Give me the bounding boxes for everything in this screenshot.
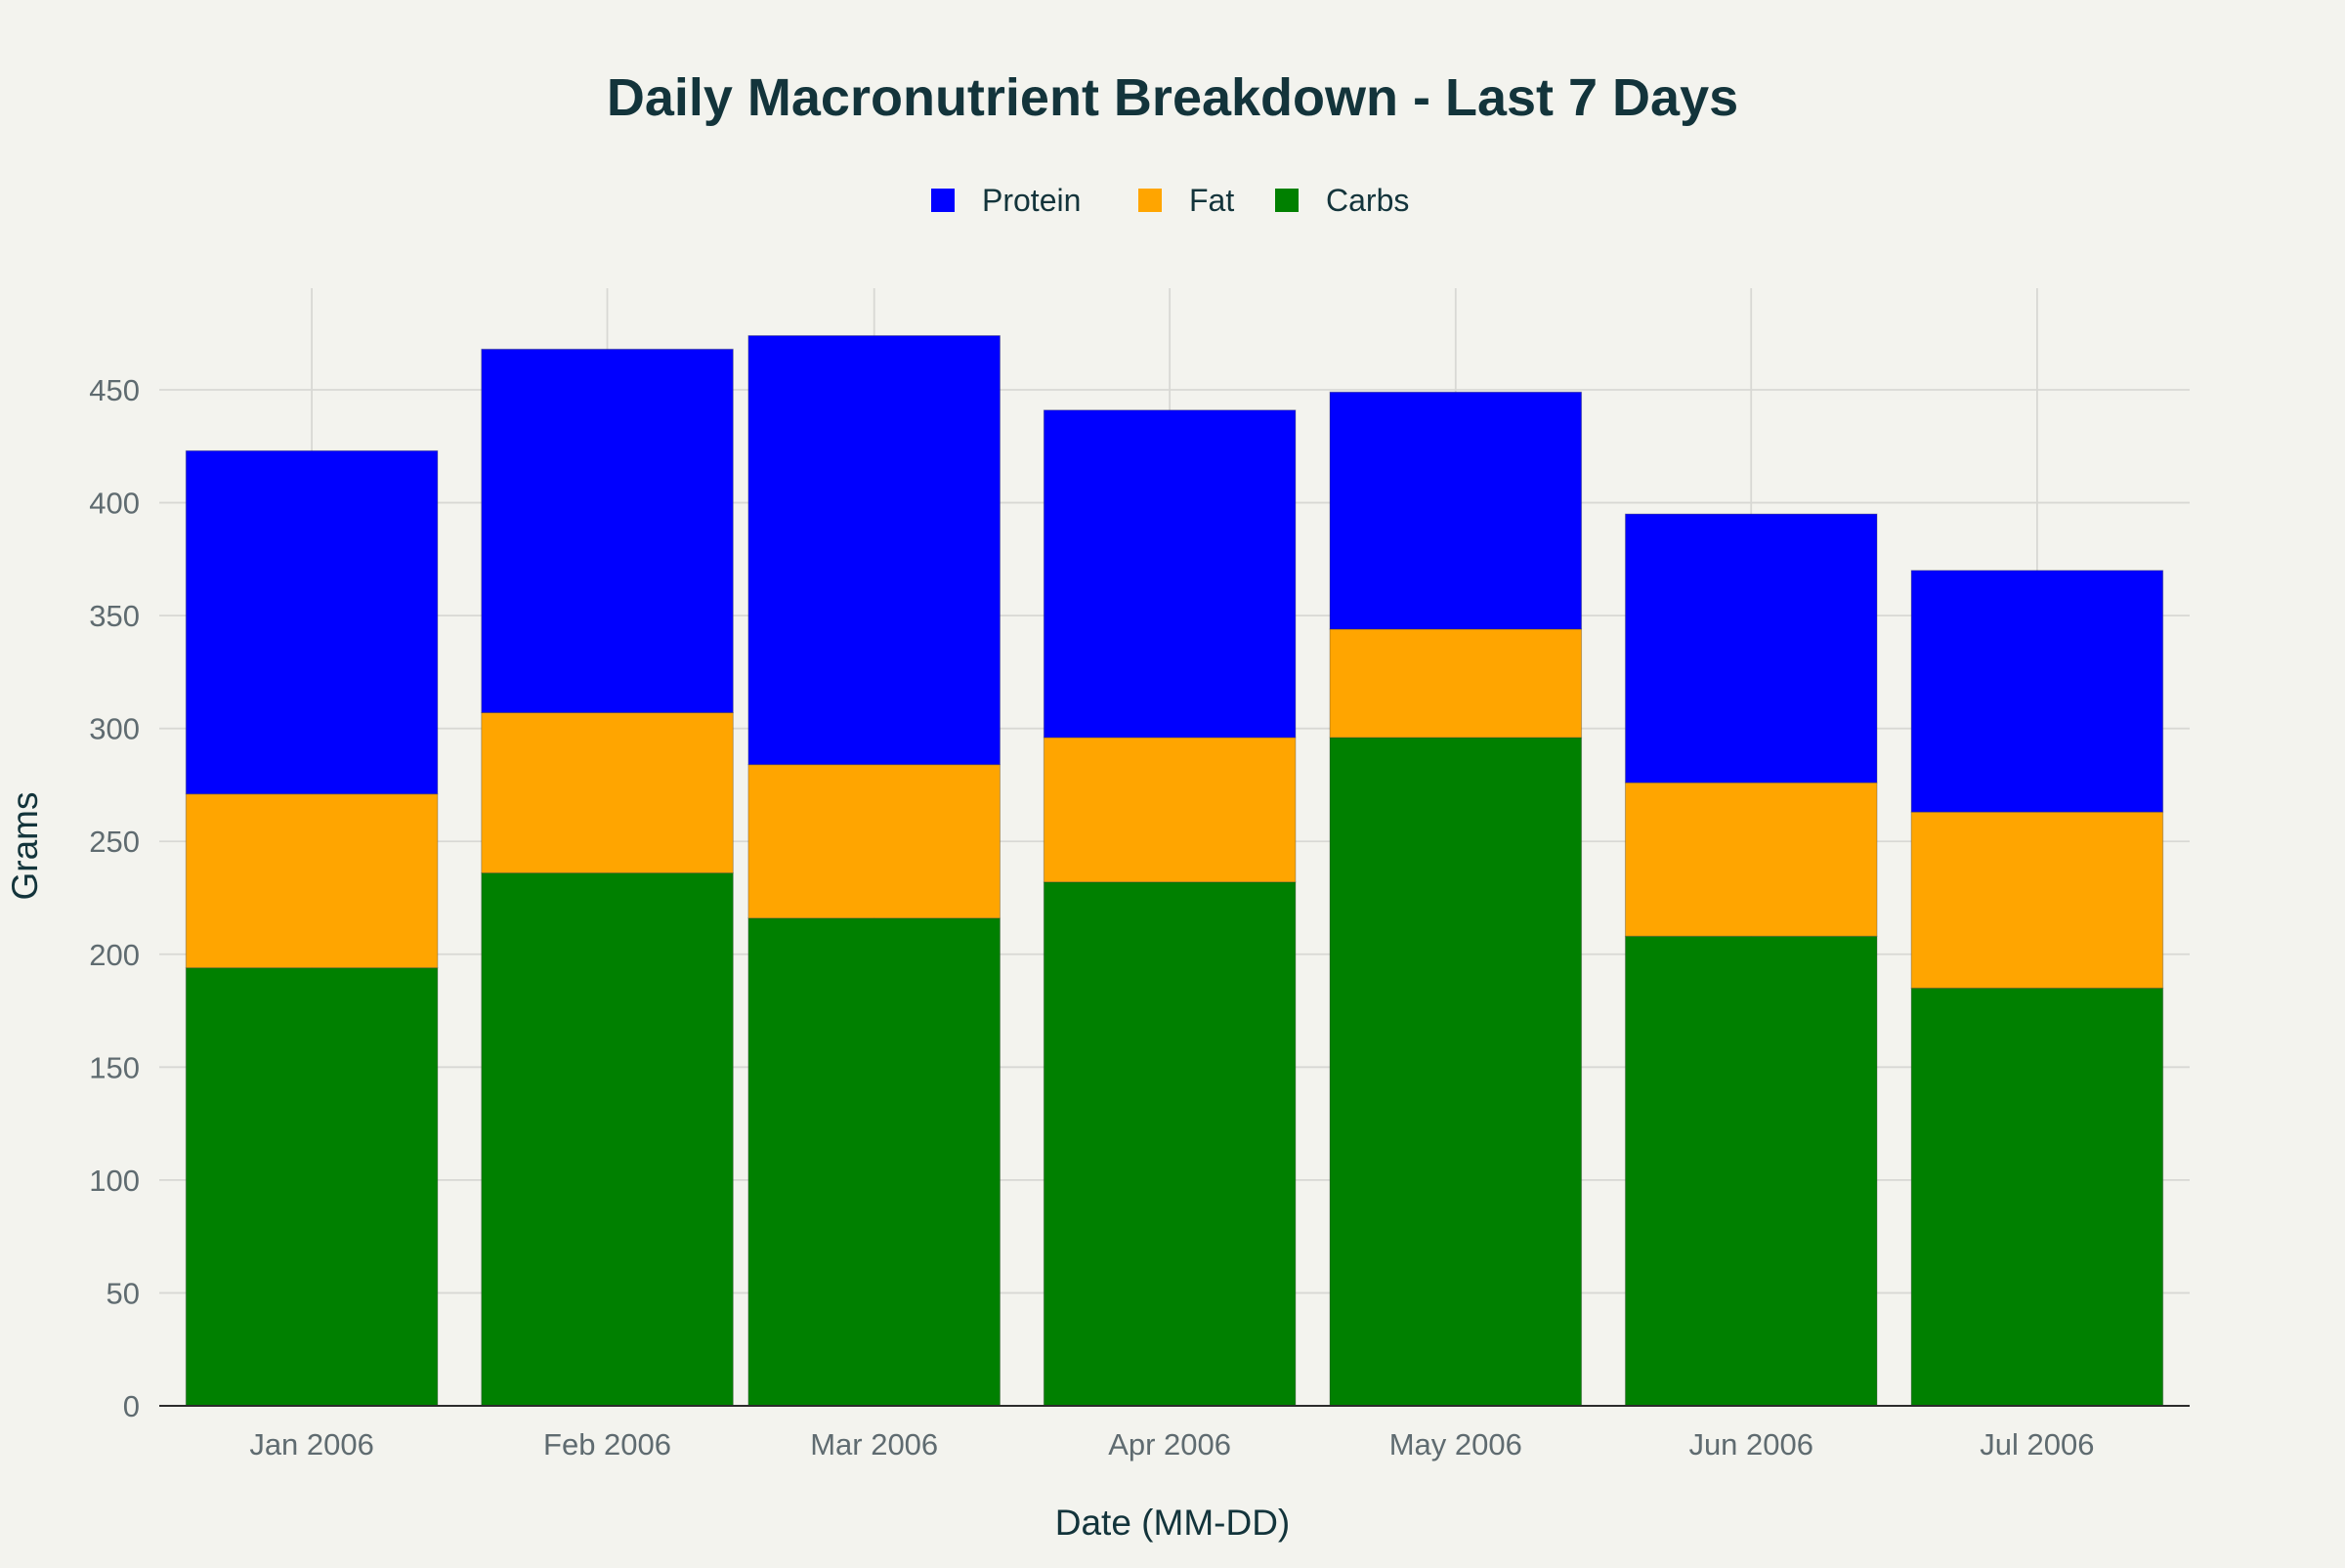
bar-fat-2 xyxy=(481,711,734,874)
legend-swatch-fat xyxy=(1138,189,1162,212)
chart-title: Daily Macronutrient Breakdown - Last 7 D… xyxy=(607,68,1738,127)
y-tick-label: 300 xyxy=(89,712,140,746)
bar-carbs-6 xyxy=(1624,935,1878,1407)
y-tick-label: 350 xyxy=(89,599,140,633)
legend: Protein Fat Carbs xyxy=(931,183,1409,218)
bar-carbs-2 xyxy=(481,872,734,1407)
y-tick-label: 0 xyxy=(123,1389,140,1423)
legend-label-protein: Protein xyxy=(982,183,1081,218)
y-axis-ticks: 0 50 100 150 200 250 300 350 400 450 xyxy=(89,373,140,1423)
y-tick-label: 450 xyxy=(89,373,140,407)
bar-carbs-4 xyxy=(1043,881,1297,1407)
y-axis-title: Grams xyxy=(5,792,45,901)
y-tick-label: 100 xyxy=(89,1164,140,1198)
x-tick-label: May 2006 xyxy=(1389,1427,1522,1462)
bar-protein-1 xyxy=(185,449,439,795)
x-tick-label: Mar 2006 xyxy=(810,1427,938,1462)
bar-protein-7 xyxy=(1910,570,2164,813)
x-tick-label: Apr 2006 xyxy=(1108,1427,1231,1462)
bar-protein-3 xyxy=(747,335,1001,766)
legend-swatch-carbs xyxy=(1275,189,1299,212)
y-tick-label: 50 xyxy=(107,1276,140,1310)
bar-protein-4 xyxy=(1043,409,1297,739)
legend-swatch-protein xyxy=(931,189,955,212)
bar-protein-5 xyxy=(1329,391,1583,630)
bar-carbs-3 xyxy=(747,917,1001,1407)
bar-fat-5 xyxy=(1329,628,1583,739)
x-tick-label: Feb 2006 xyxy=(543,1427,671,1462)
bar-protein-6 xyxy=(1624,513,1878,784)
bar-carbs-7 xyxy=(1910,987,2164,1407)
y-tick-label: 400 xyxy=(89,487,140,521)
x-axis-title: Date (MM-DD) xyxy=(1055,1503,1290,1543)
legend-label-carbs: Carbs xyxy=(1326,183,1409,218)
bar-fat-1 xyxy=(185,793,439,969)
bar-protein-2 xyxy=(481,348,734,713)
bar-fat-7 xyxy=(1910,811,2164,989)
x-tick-label: Jan 2006 xyxy=(249,1427,374,1462)
x-tick-label: Jul 2006 xyxy=(1980,1427,2094,1462)
y-tick-label: 200 xyxy=(89,938,140,972)
x-tick-label: Jun 2006 xyxy=(1688,1427,1813,1462)
bar-fat-6 xyxy=(1624,782,1878,937)
bar-carbs-5 xyxy=(1329,737,1583,1407)
bars xyxy=(185,335,2164,1407)
bar-fat-4 xyxy=(1043,737,1297,883)
bar-fat-3 xyxy=(747,764,1001,919)
bar-carbs-1 xyxy=(185,967,439,1407)
y-tick-label: 150 xyxy=(89,1050,140,1084)
y-tick-label: 250 xyxy=(89,825,140,859)
legend-label-fat: Fat xyxy=(1189,183,1234,218)
x-axis-ticks: Jan 2006 Feb 2006 Mar 2006 Apr 2006 May 2006… xyxy=(249,1427,2094,1462)
